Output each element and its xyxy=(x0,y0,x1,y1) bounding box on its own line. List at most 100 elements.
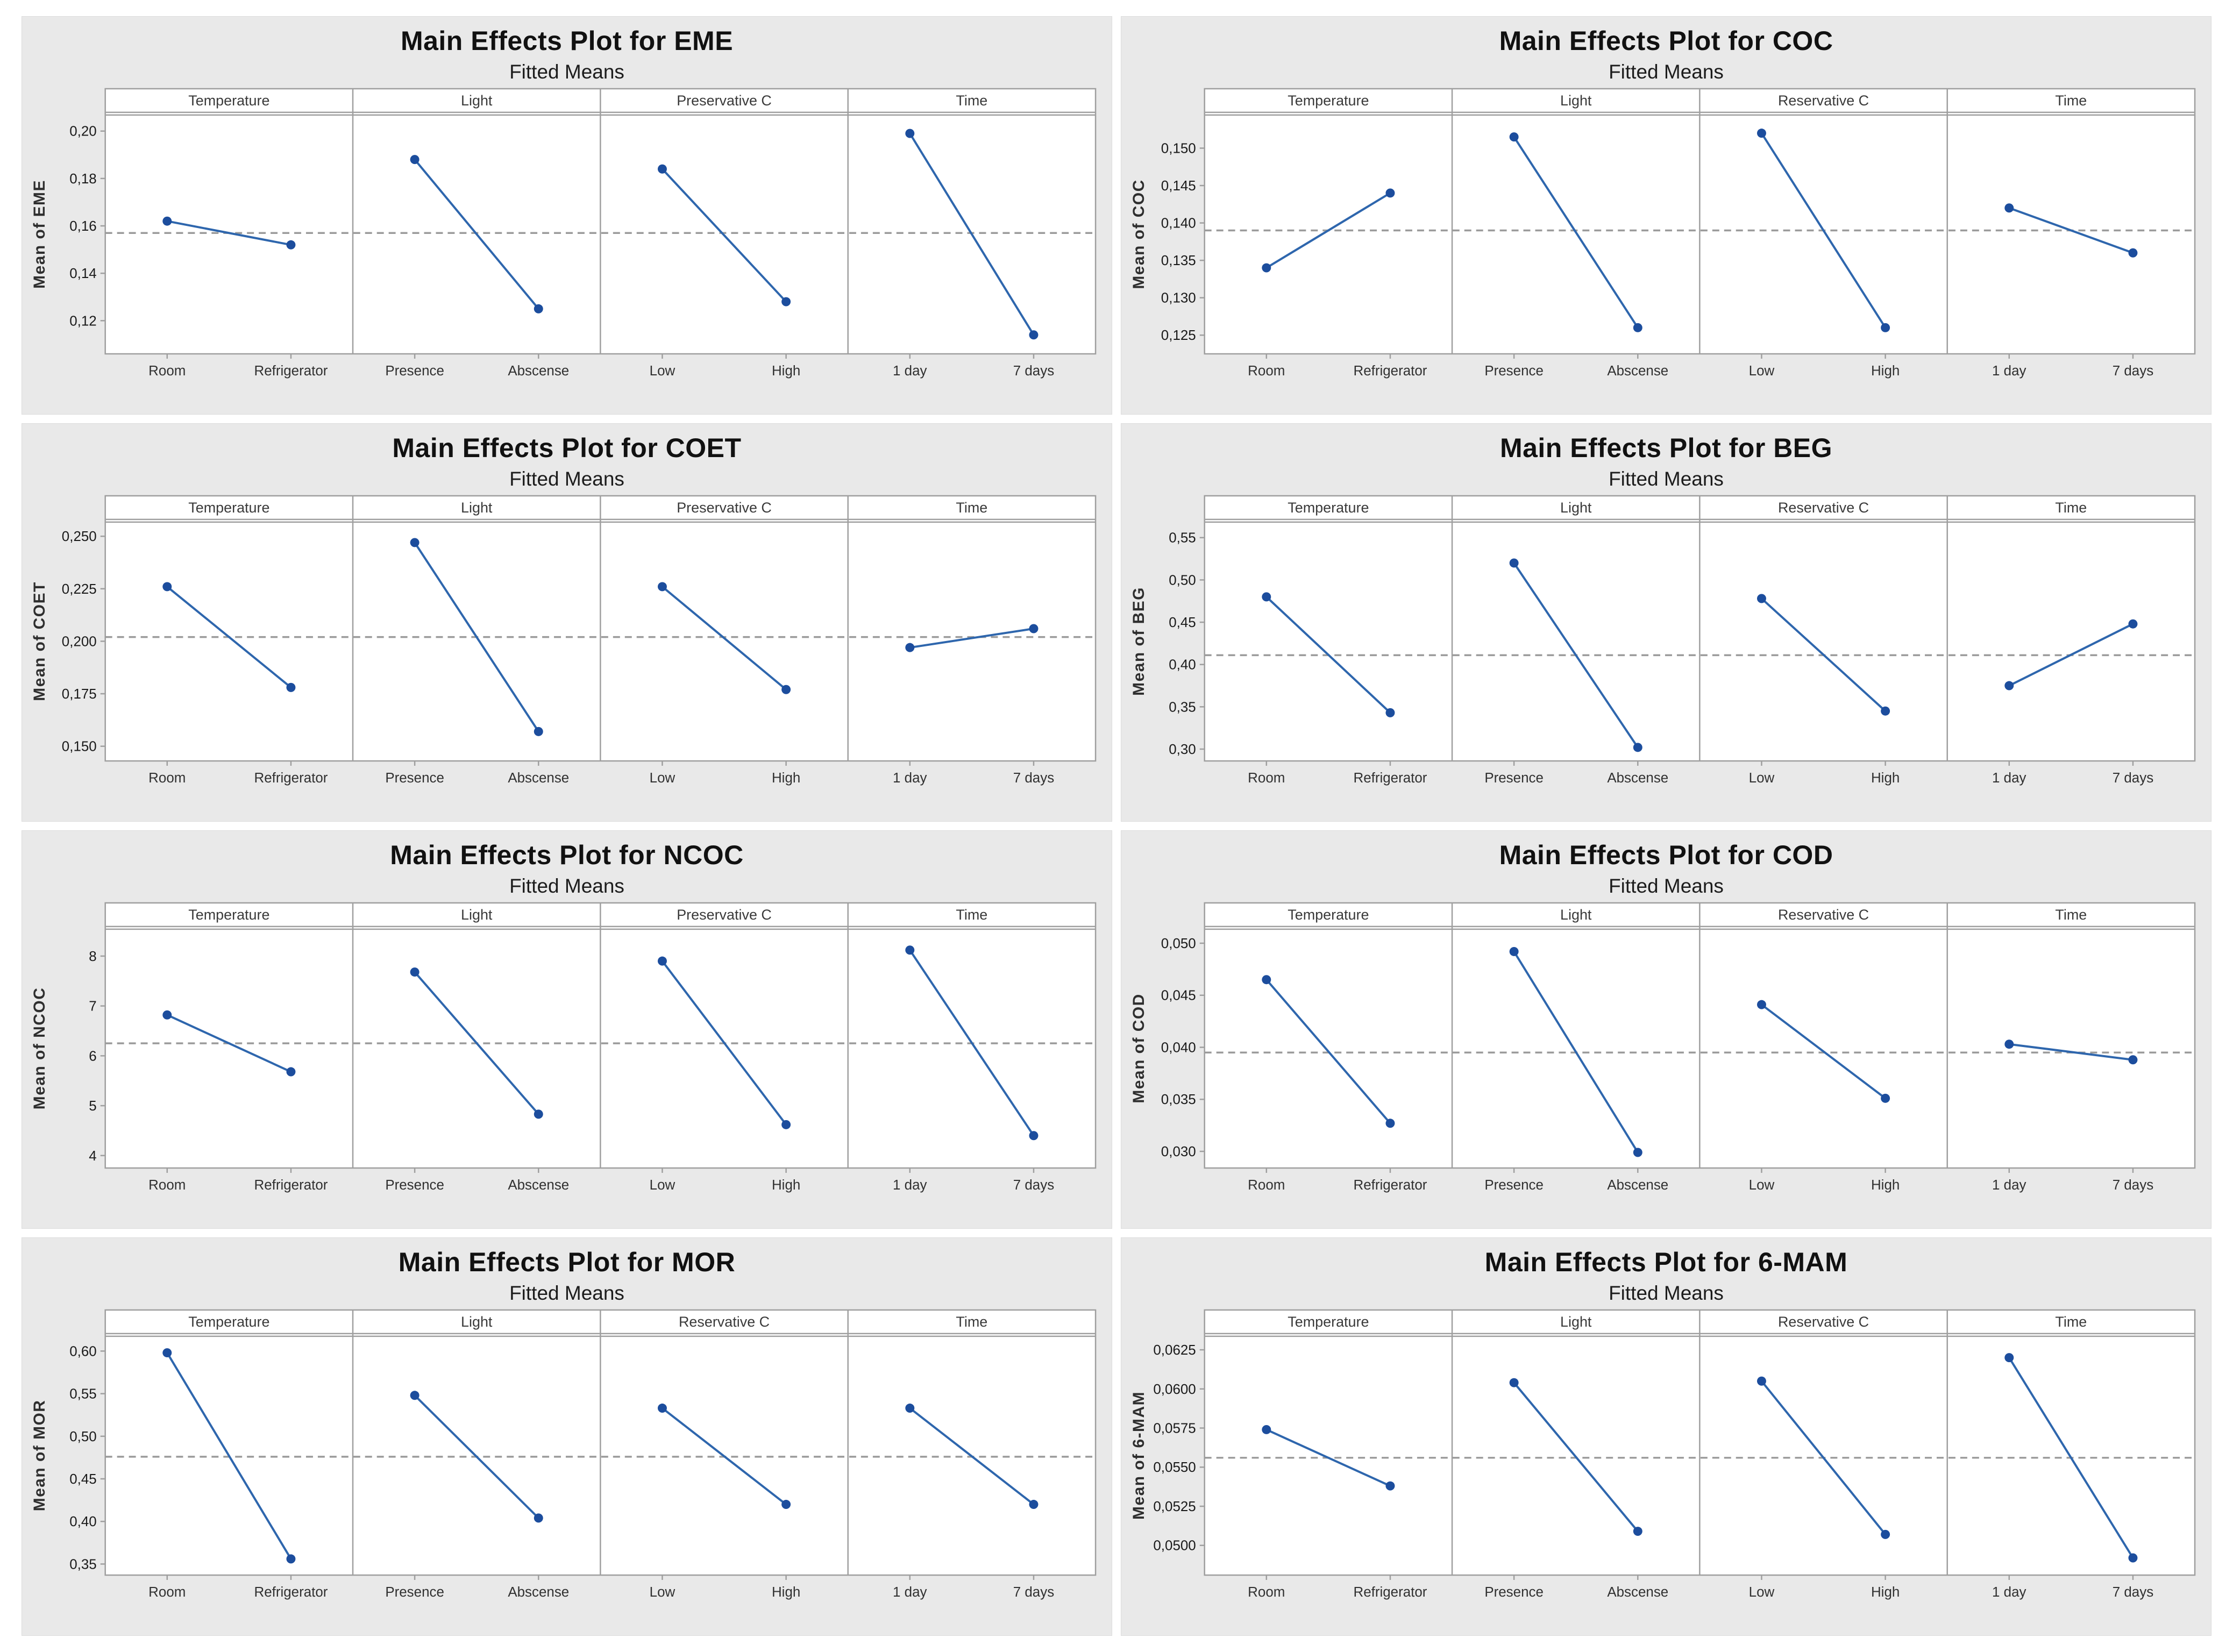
series-line xyxy=(1761,1003,1886,1099)
chart-plot: 4 5 6 7 8 Temperature Room Refrigerator Light Pre… xyxy=(31,902,1097,1193)
series-line xyxy=(414,971,539,1115)
series-line xyxy=(662,586,787,690)
data-point xyxy=(1262,1425,1271,1434)
data-point xyxy=(162,216,172,226)
chart-plot: 0,030 0,035 0,040 0,045 0,050 Temperature Room… xyxy=(1130,902,2196,1193)
data-point xyxy=(657,164,667,174)
y-tick-label: 0,50 xyxy=(1169,573,1196,588)
data-point xyxy=(1633,1527,1642,1536)
category-label: Low xyxy=(1749,771,1775,786)
data-point xyxy=(1385,708,1395,717)
category-label: Refrigerator xyxy=(254,1585,328,1600)
panel-header: Preservative C xyxy=(677,500,772,516)
data-point xyxy=(534,304,543,314)
data-point xyxy=(1633,1148,1642,1157)
data-point xyxy=(1509,132,1519,142)
y-tick-label: 0,125 xyxy=(1161,328,1196,343)
y-tick-label: 0,18 xyxy=(69,172,96,187)
panel-header: Time xyxy=(956,500,987,516)
panel-header: Time xyxy=(956,1314,987,1330)
data-point xyxy=(2128,1553,2138,1563)
data-point xyxy=(1029,1500,1039,1509)
category-label: Refrigerator xyxy=(1353,771,1427,786)
category-label: High xyxy=(1871,364,1900,379)
series-line xyxy=(909,628,1034,649)
data-point xyxy=(410,155,419,165)
chart-subtitle: Fitted Means xyxy=(509,468,624,490)
data-point xyxy=(1262,263,1271,273)
y-tick-label: 0,20 xyxy=(69,124,96,139)
category-label: Presence xyxy=(1484,1178,1544,1193)
y-tick-label: 0,60 xyxy=(69,1344,96,1359)
main-effects-chart-cod: Main Effects Plot for COD Fitted Means 0… xyxy=(1121,830,2211,1229)
data-point xyxy=(781,685,791,694)
series-line xyxy=(414,542,539,732)
data-point xyxy=(905,129,915,138)
data-point xyxy=(905,1404,915,1413)
y-tick-label: 0,225 xyxy=(62,582,97,597)
y-tick-label: 0,130 xyxy=(1161,291,1196,306)
y-tick-label: 0,250 xyxy=(62,529,97,544)
series-line xyxy=(909,949,1035,1136)
category-label: Room xyxy=(148,771,186,786)
category-label: Low xyxy=(650,364,675,379)
chart-title: Main Effects Plot for 6-MAM xyxy=(1484,1247,1848,1277)
y-tick-label: 0,045 xyxy=(1161,988,1196,1003)
chart-plot: 0,0500 0,0525 0,0550 0,0575 0,0600 0,0625 Temp… xyxy=(1130,1309,2196,1600)
series-line xyxy=(2009,1043,2134,1061)
y-tick-label: 0,45 xyxy=(69,1472,96,1487)
series-line xyxy=(661,960,787,1126)
category-label: High xyxy=(1871,771,1900,786)
y-axis-label: Mean of COC xyxy=(1130,179,1148,289)
y-tick-label: 0,200 xyxy=(62,634,97,649)
series-line xyxy=(166,1014,291,1073)
category-label: Abscense xyxy=(1607,771,1668,786)
y-tick-label: 0,55 xyxy=(69,1387,96,1402)
data-point xyxy=(1881,706,1890,716)
chart-title: Main Effects Plot for MOR xyxy=(398,1247,736,1277)
panel-header: Reservative C xyxy=(1778,1314,1869,1330)
data-point xyxy=(657,1404,667,1413)
category-label: Room xyxy=(1248,1178,1285,1193)
category-label: 7 days xyxy=(2113,1585,2153,1600)
panel-header: Temperature xyxy=(1288,92,1369,109)
series-line xyxy=(1513,562,1639,748)
data-point xyxy=(2004,681,2014,690)
data-point xyxy=(2004,1039,2014,1049)
data-point xyxy=(781,297,791,307)
y-tick-label: 0,55 xyxy=(1169,531,1196,546)
chart-title: Main Effects Plot for COET xyxy=(392,433,742,463)
chart-title: Main Effects Plot for COD xyxy=(1499,840,1833,870)
data-point xyxy=(1756,594,1766,603)
category-label: High xyxy=(772,771,800,786)
y-axis-label: Mean of BEG xyxy=(1130,587,1148,696)
series-line xyxy=(662,168,787,303)
data-point xyxy=(1881,1529,1890,1539)
category-label: Room xyxy=(148,1585,186,1600)
y-tick-label: 0,16 xyxy=(69,219,96,234)
main-effects-chart-coc: Main Effects Plot for COC Fitted Means 0… xyxy=(1121,16,2211,415)
series-line xyxy=(662,1407,787,1506)
main-effects-chart-coet: Main Effects Plot for COET Fitted Means … xyxy=(22,423,1112,822)
category-label: 7 days xyxy=(1013,771,1054,786)
data-point xyxy=(1633,743,1642,752)
category-label: Refrigerator xyxy=(254,364,328,379)
data-point xyxy=(162,1348,172,1358)
y-axis-label: Mean of EME xyxy=(31,180,48,289)
data-point xyxy=(286,682,296,692)
data-point xyxy=(1881,1093,1890,1103)
chart-subtitle: Fitted Means xyxy=(1609,1282,1724,1304)
series-line xyxy=(1265,979,1391,1124)
category-label: Abscense xyxy=(508,364,569,379)
series-line xyxy=(1265,1428,1391,1487)
category-label: 1 day xyxy=(893,1178,927,1193)
series-line xyxy=(1513,1382,1639,1532)
category-label: 7 days xyxy=(1013,364,1054,379)
y-tick-label: 0,30 xyxy=(1169,742,1196,757)
series-line xyxy=(1760,132,1887,329)
panel-header: Reservative C xyxy=(1778,92,1869,109)
y-axis-label: Mean of MOR xyxy=(31,1400,48,1512)
category-label: Presence xyxy=(385,1178,444,1193)
panel-header: Temperature xyxy=(188,1314,269,1330)
category-label: 1 day xyxy=(893,771,927,786)
